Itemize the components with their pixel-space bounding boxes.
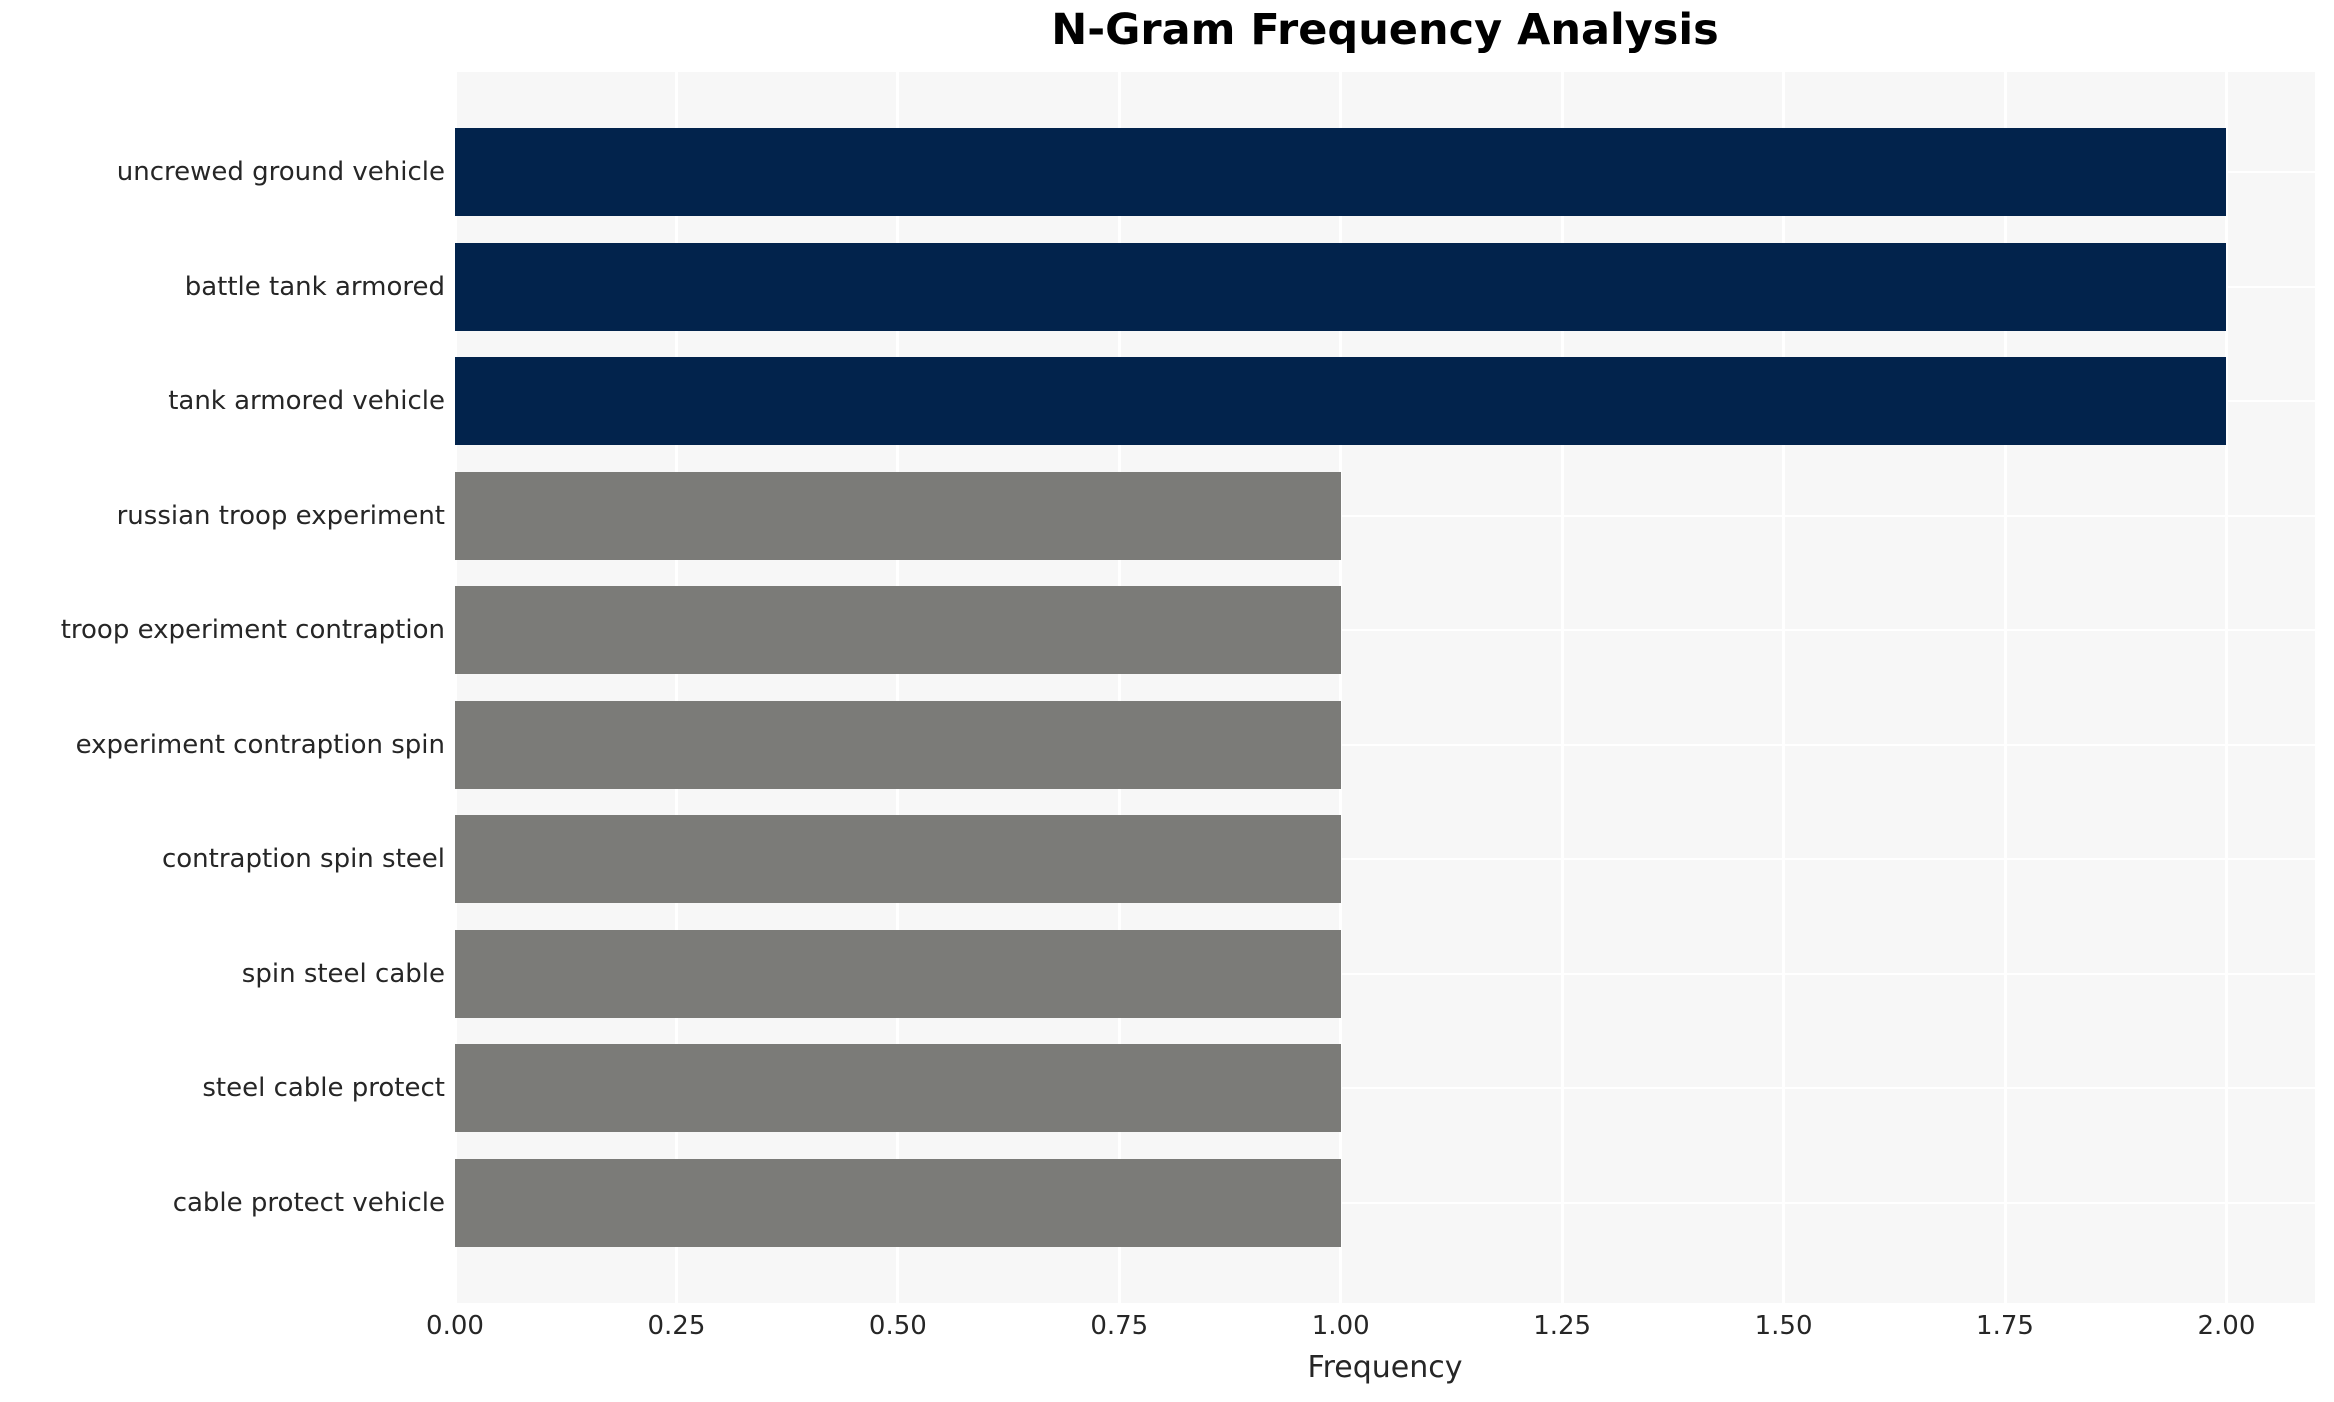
y-axis-category-label: steel cable protect xyxy=(202,1073,445,1104)
y-axis-category-label: troop experiment contraption xyxy=(60,615,445,646)
bar xyxy=(455,471,1341,560)
x-gridline xyxy=(1339,72,1343,1303)
x-gridline xyxy=(2224,72,2228,1303)
chart-title: N-Gram Frequency Analysis xyxy=(1051,5,1719,55)
bar xyxy=(455,242,2227,331)
x-tick-label: 0.00 xyxy=(426,1311,484,1341)
y-gridline xyxy=(455,972,2315,975)
bar xyxy=(455,357,2227,446)
x-gridline xyxy=(674,72,678,1303)
x-tick-label: 1.50 xyxy=(1754,1311,1813,1341)
x-axis-ticks: 0.00 0.25 0.50 0.75 1.00 1.25 1.50 1.75 2.00 xyxy=(426,1311,2315,1347)
y-gridline xyxy=(455,858,2315,861)
x-gridline xyxy=(2003,72,2007,1303)
y-gridline xyxy=(455,1202,2315,1204)
y-axis-category-label: experiment contraption spin xyxy=(75,729,445,760)
x-axis-label: Frequency xyxy=(1307,1350,1463,1385)
x-gridline xyxy=(1117,72,1121,1303)
x-tick-label: 1.00 xyxy=(1311,1311,1370,1341)
y-axis-category-label: uncrewed ground vehicle xyxy=(116,157,445,187)
x-tick-label: 1.25 xyxy=(1533,1311,1592,1341)
bar xyxy=(455,815,1341,904)
plot-area xyxy=(453,72,2315,1303)
y-axis-category-label: battle tank armored xyxy=(184,271,445,302)
y-axis-category-label: russian troop experiment xyxy=(116,500,445,531)
bar xyxy=(455,1044,1341,1133)
bar xyxy=(455,128,2227,216)
bar xyxy=(455,929,1341,1018)
y-gridline xyxy=(455,1087,2315,1090)
bar xyxy=(455,700,1341,789)
x-tick-label: 0.50 xyxy=(868,1311,927,1341)
y-axis-category-label: tank armored vehicle xyxy=(168,386,445,417)
bar xyxy=(455,586,1341,675)
y-gridline xyxy=(455,514,2315,517)
x-tick-label: 0.25 xyxy=(647,1311,706,1341)
y-axis-category-label: spin steel cable xyxy=(241,958,445,989)
y-gridline xyxy=(455,629,2315,632)
y-gridline xyxy=(455,743,2315,746)
y-axis-category-label: cable protect vehicle xyxy=(172,1188,445,1218)
y-axis-category-label: contraption spin steel xyxy=(161,844,445,875)
x-tick-label: 0.75 xyxy=(1090,1311,1149,1341)
x-gridline xyxy=(453,72,457,1303)
x-gridline xyxy=(896,72,900,1303)
x-gridline xyxy=(1782,72,1786,1303)
y-axis-labels: uncrewed ground vehicle battle tank armor… xyxy=(0,72,445,1303)
x-tick-label: 1.75 xyxy=(1976,1311,2034,1341)
bar xyxy=(455,1159,1341,1247)
x-gridline xyxy=(1560,72,1564,1303)
x-tick-label: 2.00 xyxy=(2197,1311,2256,1341)
